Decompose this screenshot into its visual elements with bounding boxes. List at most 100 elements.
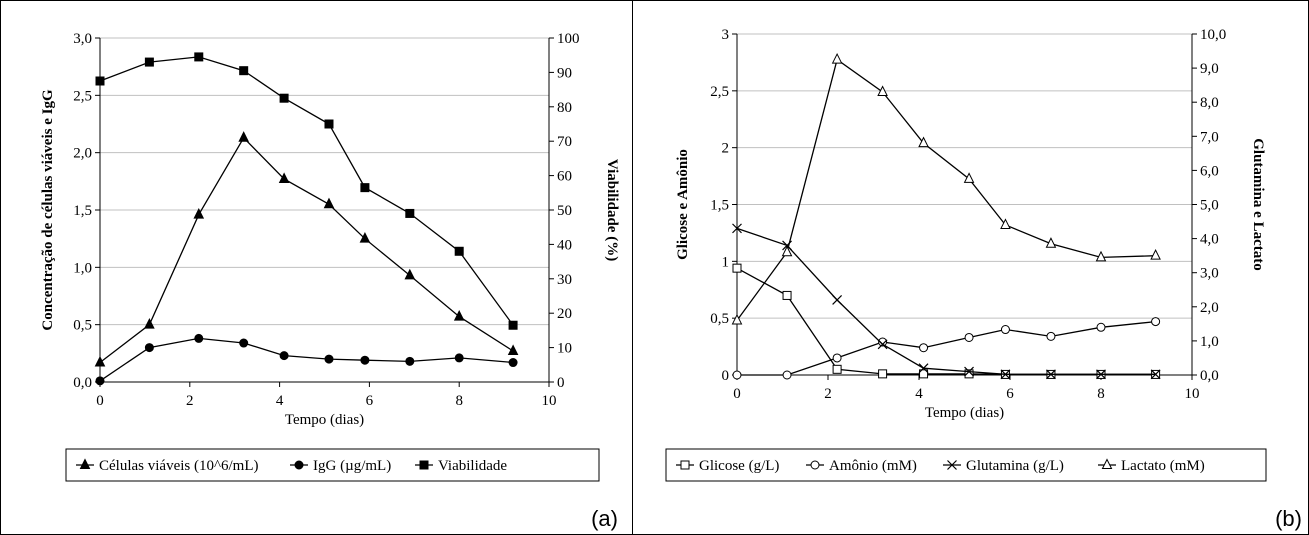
y-left-tick-label: 1 [722, 254, 730, 270]
y-left-tick-label: 3 [722, 27, 730, 43]
x-tick-label: 4 [915, 386, 923, 402]
data-point [1045, 237, 1057, 248]
y-right-tick-label: 7,0 [1200, 129, 1219, 145]
series-line [736, 58, 1156, 321]
data-point [239, 338, 249, 348]
x-axis-title: Tempo (dias) [285, 412, 364, 428]
y-left-tick-label: 2 [722, 141, 730, 157]
data-point [404, 268, 416, 280]
data-point [360, 183, 370, 193]
y-right-tick-label: 9,0 [1200, 61, 1219, 77]
data-point [508, 358, 518, 368]
x-tick-label: 0 [96, 393, 104, 409]
data-point [508, 320, 518, 330]
legend-marker [810, 460, 820, 470]
series-3 [731, 52, 1161, 325]
data-point [323, 197, 335, 209]
legend-marker [680, 460, 690, 470]
y-right-tick-label: 2,0 [1200, 300, 1219, 316]
data-point [832, 353, 842, 363]
panel-a: 0,00,51,01,52,02,53,00102030405060708090… [0, 0, 633, 535]
panel-label: (b) [1275, 506, 1302, 531]
legend-label: IgG (µg/mL) [313, 458, 391, 474]
y-left-tick-label: 0,0 [73, 375, 92, 391]
series-2 [95, 52, 518, 330]
legend-marker [1101, 458, 1113, 469]
series-0 [732, 263, 1161, 379]
data-point [918, 363, 929, 374]
legend-label: Glicose (g/L) [699, 458, 779, 474]
series-2 [732, 223, 1161, 380]
legend-box [65, 448, 600, 482]
data-point [832, 295, 843, 305]
y-axis-left-title: Glicose e Amônio [675, 149, 691, 260]
data-point [782, 370, 792, 380]
data-point [279, 351, 289, 361]
panel-b: 0 0,5 1 1,5 2 2,5 3 0,0 1,0 2,0 3,0 4,0 5,0 6,0 7,0 8,0… [632, 0, 1309, 535]
x-tick-label: 2 [186, 393, 194, 409]
series-line [99, 337, 514, 382]
data-point [1096, 369, 1106, 380]
data-point [964, 366, 974, 377]
data-point [832, 364, 842, 374]
legend-label: Amônio (mM) [829, 458, 917, 474]
data-point [1151, 317, 1161, 327]
data-point [454, 353, 464, 363]
data-point [1150, 369, 1161, 380]
data-point [782, 290, 792, 300]
data-point [1000, 325, 1010, 335]
y-axis-right-title: Viabilidade (%) [604, 159, 620, 261]
series-1 [732, 317, 1161, 380]
data-point [964, 369, 974, 379]
y-left-tick-label: 1,5 [73, 203, 92, 219]
y-right-tick-label: 4,0 [1200, 232, 1219, 248]
legend-marker [947, 460, 957, 470]
data-point [324, 119, 334, 129]
y-right-tick-label: 1,0 [1200, 334, 1219, 350]
y-left-tick-label: 3,0 [73, 31, 92, 47]
y-left-tick-label: 2,5 [73, 88, 92, 104]
data-point [877, 339, 888, 350]
y-right-tick-label: 10,0 [1200, 27, 1226, 43]
data-point [731, 313, 743, 325]
data-point [453, 310, 465, 321]
data-point [964, 332, 974, 342]
x-tick-label: 2 [824, 386, 832, 402]
data-point [324, 354, 334, 364]
series-line [99, 56, 514, 326]
legend-marker [294, 460, 304, 470]
legend-box [665, 448, 1267, 482]
data-point [360, 355, 370, 365]
y-right-tick-label: 8,0 [1200, 95, 1219, 111]
y-right-tick-label: 80 [557, 100, 572, 116]
legend-label: Glutamina (g/L) [966, 458, 1064, 474]
data-point [1150, 249, 1161, 260]
data-point [1095, 250, 1107, 262]
y-right-tick-label: 60 [557, 169, 572, 185]
y-left-tick-label: 0,5 [73, 318, 92, 334]
series-line [737, 320, 1156, 376]
x-tick-label: 6 [366, 393, 374, 409]
y-right-tick-label: 10 [557, 341, 572, 357]
x-axis-title: Tempo (dias) [925, 405, 1004, 421]
y-left-tick-label: 2,0 [73, 146, 92, 162]
data-point [405, 208, 415, 218]
data-point [193, 207, 205, 219]
panel-label: (a) [591, 506, 618, 531]
data-point [732, 370, 742, 380]
y-right-tick-label: 40 [557, 237, 572, 253]
data-point [878, 337, 888, 347]
data-point [878, 369, 888, 379]
data-point [1046, 331, 1056, 341]
data-point [781, 245, 793, 257]
data-point [963, 172, 975, 183]
data-point [194, 333, 204, 343]
y-right-tick-label: 5,0 [1200, 198, 1219, 214]
data-point [732, 223, 742, 234]
series-line [736, 267, 1156, 376]
data-point [144, 318, 155, 329]
y-right-tick-label: 70 [557, 134, 572, 150]
series-0 [94, 131, 519, 367]
y-axis-left-title: Concentração de células viáveis e IgG [40, 89, 56, 331]
data-point [1096, 322, 1106, 332]
